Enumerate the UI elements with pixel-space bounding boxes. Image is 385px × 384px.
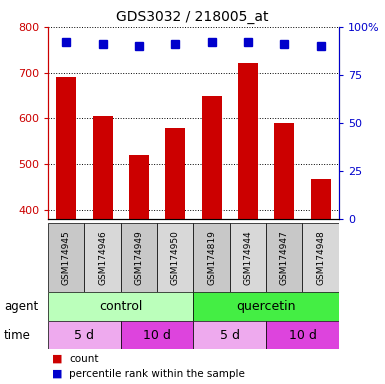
Text: GSM174950: GSM174950 bbox=[171, 230, 180, 285]
Text: ■: ■ bbox=[52, 354, 62, 364]
Text: 10 d: 10 d bbox=[288, 329, 316, 341]
Text: GSM174949: GSM174949 bbox=[134, 230, 144, 285]
Bar bbox=[48, 321, 121, 349]
Text: 5 d: 5 d bbox=[74, 329, 94, 341]
Text: control: control bbox=[99, 300, 142, 313]
Bar bbox=[129, 155, 149, 219]
Bar bbox=[194, 223, 230, 292]
Bar bbox=[266, 223, 303, 292]
Text: GSM174944: GSM174944 bbox=[243, 230, 253, 285]
Text: GSM174947: GSM174947 bbox=[280, 230, 289, 285]
Bar bbox=[230, 223, 266, 292]
Text: GSM174945: GSM174945 bbox=[62, 230, 71, 285]
Bar bbox=[48, 223, 84, 292]
Bar bbox=[93, 116, 113, 219]
Text: 5 d: 5 d bbox=[220, 329, 240, 341]
Text: agent: agent bbox=[4, 300, 38, 313]
Bar bbox=[303, 223, 339, 292]
Text: GSM174819: GSM174819 bbox=[207, 230, 216, 285]
Bar bbox=[202, 96, 222, 219]
Bar bbox=[266, 321, 339, 349]
Bar bbox=[194, 292, 339, 321]
Text: percentile rank within the sample: percentile rank within the sample bbox=[69, 369, 245, 379]
Bar bbox=[121, 223, 157, 292]
Text: count: count bbox=[69, 354, 99, 364]
Text: quercetin: quercetin bbox=[236, 300, 296, 313]
Bar bbox=[165, 128, 185, 219]
Bar bbox=[274, 123, 294, 219]
Bar bbox=[121, 321, 194, 349]
Bar bbox=[238, 63, 258, 219]
Text: 10 d: 10 d bbox=[143, 329, 171, 341]
Text: time: time bbox=[4, 329, 31, 341]
Bar bbox=[84, 223, 121, 292]
Bar bbox=[56, 77, 76, 219]
Text: ■: ■ bbox=[52, 369, 62, 379]
Bar bbox=[48, 292, 194, 321]
Text: GDS3032 / 218005_at: GDS3032 / 218005_at bbox=[116, 10, 269, 23]
Bar bbox=[311, 179, 331, 219]
Bar bbox=[157, 223, 194, 292]
Text: GSM174946: GSM174946 bbox=[98, 230, 107, 285]
Text: GSM174948: GSM174948 bbox=[316, 230, 325, 285]
Bar bbox=[194, 321, 266, 349]
